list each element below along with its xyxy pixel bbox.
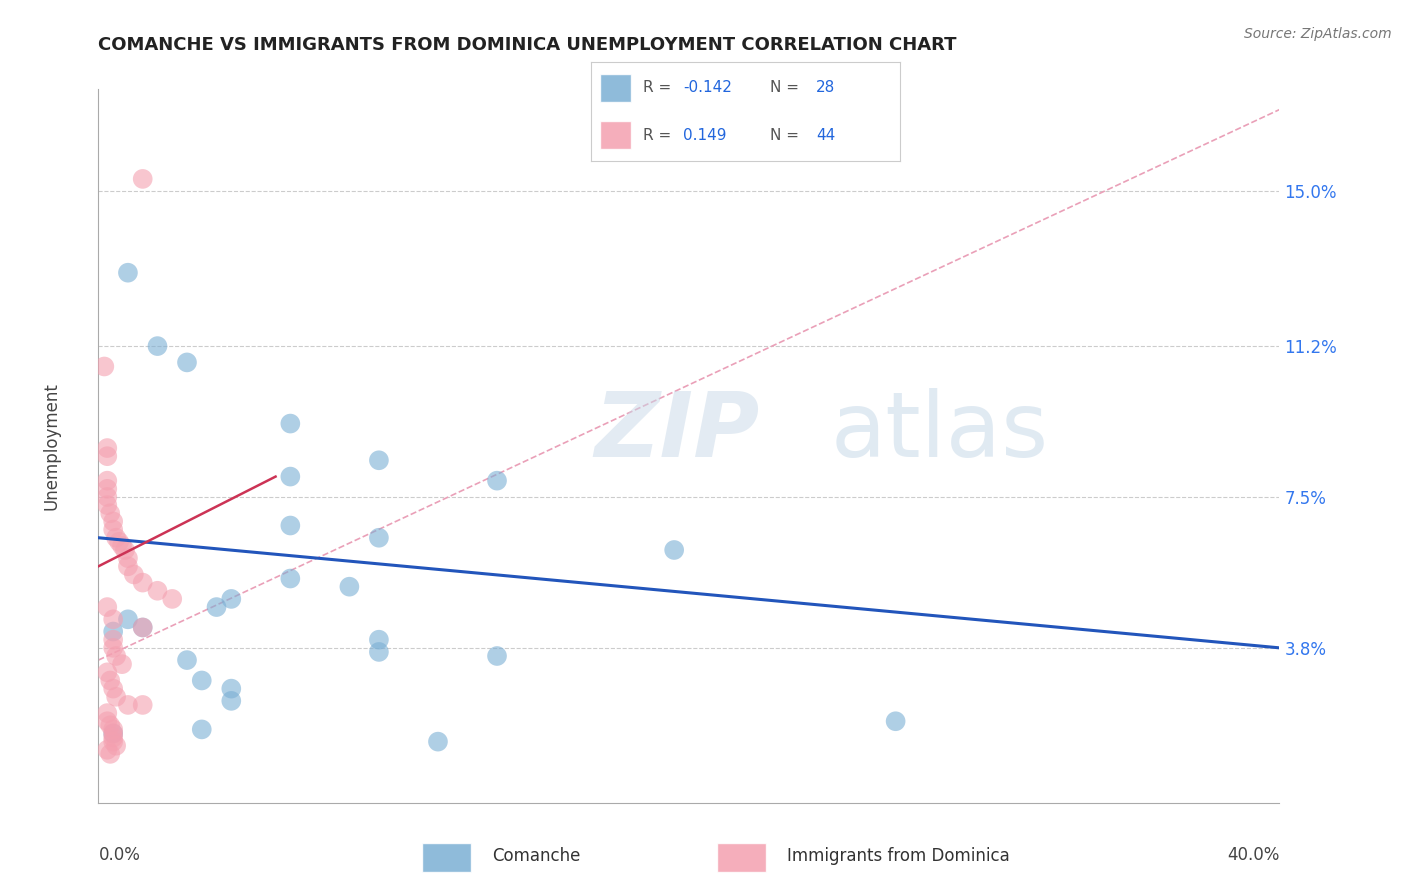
Point	[103, 515, 125, 529]
Point	[111, 657, 134, 672]
Text: Source: ZipAtlas.com: Source: ZipAtlas.com	[1244, 27, 1392, 41]
Point	[205, 600, 228, 615]
Text: 0.149: 0.149	[683, 128, 727, 143]
Point	[105, 690, 128, 704]
Point	[117, 266, 139, 280]
Point	[486, 648, 509, 663]
Bar	[717, 843, 766, 872]
Point	[278, 518, 302, 533]
Point	[191, 673, 214, 688]
Point	[103, 612, 125, 626]
Point	[221, 591, 243, 606]
Point	[191, 723, 214, 737]
Point	[98, 747, 121, 761]
Point	[368, 645, 391, 659]
Point	[368, 531, 391, 545]
Point	[176, 653, 198, 667]
Point	[884, 714, 907, 729]
Point	[103, 723, 125, 737]
Point	[146, 583, 169, 598]
Point	[96, 706, 118, 720]
Point	[368, 453, 391, 467]
Text: N =: N =	[770, 128, 804, 143]
Point	[96, 482, 118, 496]
Point	[103, 640, 125, 655]
Point	[146, 339, 169, 353]
Text: 44: 44	[817, 128, 835, 143]
Bar	[600, 74, 631, 102]
Point	[162, 591, 183, 606]
Point	[98, 506, 121, 520]
Point	[96, 449, 118, 463]
Point	[132, 575, 155, 590]
Point	[96, 665, 118, 680]
Point	[117, 612, 139, 626]
Point	[103, 681, 125, 696]
Point	[132, 698, 155, 712]
Text: 40.0%: 40.0%	[1227, 846, 1279, 863]
Point	[368, 632, 391, 647]
Text: ZIP: ZIP	[595, 388, 759, 475]
Point	[117, 551, 139, 566]
Point	[105, 648, 128, 663]
Point	[103, 632, 125, 647]
Point	[486, 474, 509, 488]
Point	[114, 543, 136, 558]
Bar	[422, 843, 471, 872]
Text: COMANCHE VS IMMIGRANTS FROM DOMINICA UNEMPLOYMENT CORRELATION CHART: COMANCHE VS IMMIGRANTS FROM DOMINICA UNE…	[98, 36, 957, 54]
Point	[96, 498, 118, 512]
Point	[103, 734, 125, 748]
Point	[96, 490, 118, 504]
Point	[278, 417, 302, 431]
Point	[96, 743, 118, 757]
Point	[96, 441, 118, 455]
Point	[132, 620, 155, 634]
Text: 0.0%: 0.0%	[98, 846, 141, 863]
Point	[103, 726, 125, 740]
Text: -0.142: -0.142	[683, 80, 733, 95]
Point	[96, 714, 118, 729]
Point	[664, 543, 686, 558]
Point	[221, 694, 243, 708]
Point	[98, 673, 121, 688]
Text: Unemployment: Unemployment	[42, 382, 60, 510]
Point	[278, 469, 302, 483]
Text: 28: 28	[817, 80, 835, 95]
Point	[278, 572, 302, 586]
Point	[111, 539, 134, 553]
Point	[117, 698, 139, 712]
Text: N =: N =	[770, 80, 804, 95]
Point	[93, 359, 115, 374]
Text: atlas: atlas	[831, 388, 1049, 475]
Point	[339, 580, 360, 594]
Point	[105, 739, 128, 753]
Point	[96, 600, 118, 615]
Point	[103, 731, 125, 745]
Point	[132, 620, 155, 634]
Text: Comanche: Comanche	[492, 847, 581, 865]
Point	[117, 559, 139, 574]
Point	[132, 172, 155, 186]
Point	[103, 523, 125, 537]
Point	[427, 734, 450, 748]
Point	[103, 726, 125, 740]
Point	[98, 718, 121, 732]
Point	[108, 534, 131, 549]
Text: Immigrants from Dominica: Immigrants from Dominica	[787, 847, 1010, 865]
Bar	[600, 121, 631, 149]
Point	[122, 567, 145, 582]
Text: R =: R =	[643, 128, 681, 143]
Point	[221, 681, 243, 696]
Point	[176, 355, 198, 369]
Point	[103, 624, 125, 639]
Point	[105, 531, 128, 545]
Text: R =: R =	[643, 80, 676, 95]
Point	[96, 474, 118, 488]
